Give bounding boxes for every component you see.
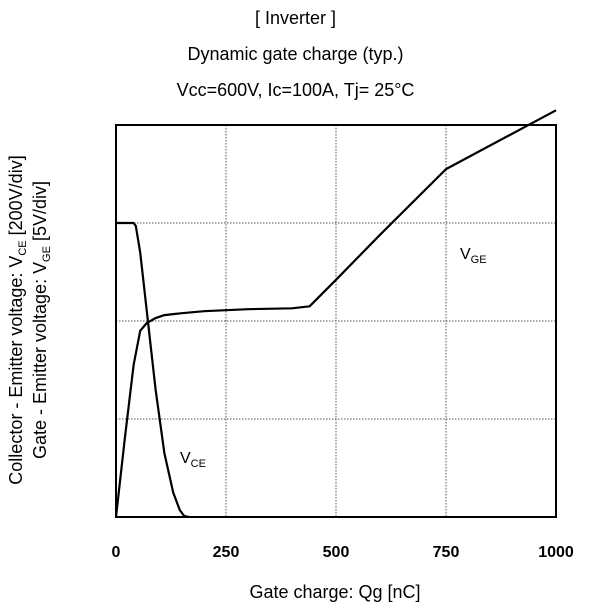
plot-frame <box>115 124 557 518</box>
x-tick-label: 0 <box>112 544 121 561</box>
vge-curve <box>114 109 557 518</box>
x-tick-label: 1000 <box>538 544 574 561</box>
y-axis-title-right: Gate - Emitter voltage: VGE [5V/div] <box>30 181 53 459</box>
x-tick-label: 750 <box>433 544 460 561</box>
grid-lines <box>116 125 556 517</box>
chart-title: [ Inverter ] <box>254 8 337 28</box>
x-axis-title: Gate charge: Qg [nC] <box>249 582 420 602</box>
vce-curve <box>116 221 189 519</box>
chart-subtitle: Dynamic gate charge (typ.) <box>187 44 404 64</box>
x-tick-label: 250 <box>213 544 240 561</box>
chart-conditions: Vcc=600V, Ic=100A, Tj= 25°C <box>176 80 415 100</box>
vge-curve-label: VGE <box>460 246 487 266</box>
y-axis-title-left: Collector - Emitter voltage: VCE [200V/d… <box>6 155 29 484</box>
vce-curve-label: VCE <box>180 450 206 470</box>
x-tick-label: 500 <box>323 544 350 561</box>
